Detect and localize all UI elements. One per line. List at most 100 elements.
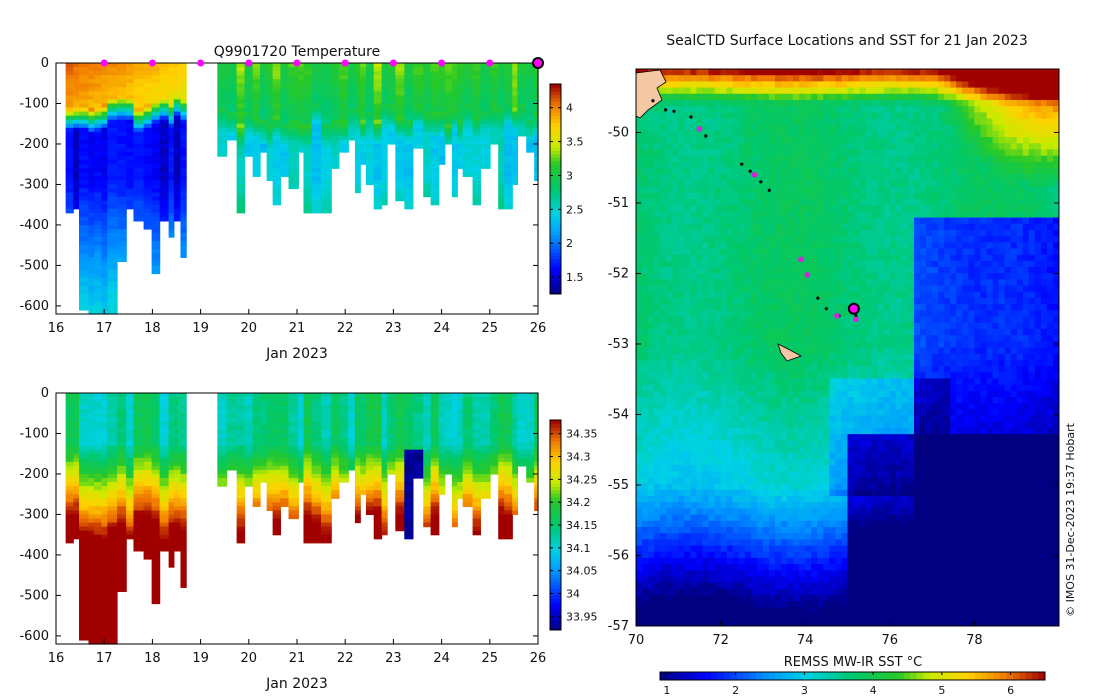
sst-cell [678, 236, 685, 243]
section-cell [260, 397, 268, 402]
sst-cell [654, 446, 661, 454]
section-cell [159, 212, 170, 218]
section-cell [168, 563, 175, 568]
section-cell [79, 277, 90, 283]
section-cell [94, 575, 103, 580]
section-cell [101, 441, 108, 447]
section-cell [504, 143, 513, 149]
section-cell [133, 204, 145, 210]
section-cell [412, 461, 424, 467]
section-cell [159, 216, 170, 222]
section-cell [381, 99, 388, 105]
section-cell [94, 550, 103, 556]
section-cell [280, 465, 290, 471]
section-cell [451, 87, 458, 92]
sst-cell [678, 557, 685, 565]
section-cell [143, 216, 153, 222]
sst-cell [666, 372, 673, 380]
colorbar-segment [550, 623, 561, 627]
section-cell [73, 518, 80, 524]
section-cell [451, 486, 458, 491]
sst-cell [678, 366, 685, 373]
sst-cell [636, 341, 643, 349]
section-cell [438, 417, 446, 422]
section-cell [504, 156, 513, 161]
section-cell [94, 587, 103, 592]
section-cell [387, 71, 396, 76]
section-cell [311, 176, 322, 181]
section-cell [381, 393, 388, 398]
section-cell [173, 91, 182, 96]
section-cell [73, 107, 80, 113]
section-cell [226, 115, 238, 121]
section-cell [65, 83, 74, 88]
section-cell [498, 453, 505, 459]
section-cell [387, 405, 396, 410]
section-cell [512, 87, 518, 92]
section-cell [360, 486, 367, 491]
section-cell [79, 421, 90, 426]
section-cell [423, 71, 432, 76]
sst-cell [654, 415, 661, 423]
section-cell [101, 301, 108, 307]
section-cell [107, 635, 118, 641]
sst-cell [678, 458, 685, 466]
y-tick-label: -500 [19, 588, 49, 603]
sst-cell [660, 390, 667, 398]
section-cell [430, 95, 440, 101]
section-cell [143, 103, 153, 109]
section-cell [272, 83, 281, 88]
section-cell [151, 143, 161, 149]
section-cell [226, 79, 238, 84]
section-cell [107, 143, 118, 149]
sst-cell [672, 533, 679, 540]
section-cell [226, 441, 238, 447]
section-cell [168, 188, 175, 194]
section-cell [288, 413, 299, 418]
section-cell [107, 526, 118, 532]
section-cell [101, 579, 108, 584]
section-cell [498, 530, 505, 536]
section-cell [534, 461, 539, 467]
section-cell [126, 200, 135, 206]
sst-cell [684, 471, 691, 479]
section-cell [381, 469, 388, 475]
section-cell [226, 131, 238, 137]
section-cell [534, 498, 539, 503]
section-cell [94, 518, 103, 524]
sst-cell [642, 390, 649, 398]
section-cell [311, 417, 322, 422]
section-cell [107, 534, 118, 540]
section-cell [79, 301, 90, 307]
section-cell [159, 91, 170, 96]
section-cell [321, 127, 332, 133]
section-cell [526, 119, 535, 125]
section-cell [490, 119, 499, 125]
surface-marker [100, 59, 108, 67]
sst-cell [678, 285, 685, 293]
section-cell [117, 204, 127, 210]
section-cell [159, 111, 170, 117]
section-cell [498, 409, 505, 414]
section-cell [512, 168, 518, 173]
section-cell [444, 131, 453, 137]
section-cell [143, 204, 153, 210]
sst-cell [678, 106, 685, 113]
sst-cell [684, 223, 691, 231]
section-cell [490, 135, 499, 141]
section-cell [480, 445, 491, 451]
sst-cell [642, 421, 649, 429]
section-cell [133, 131, 145, 137]
section-cell [159, 465, 170, 471]
section-cell [444, 95, 453, 101]
colorbar-segment [550, 189, 561, 193]
section-cell [159, 119, 170, 125]
section-cell [534, 473, 539, 479]
section-cell [331, 405, 340, 410]
section-cell [298, 123, 305, 129]
colorbar-segment [550, 115, 561, 120]
section-cell [133, 393, 145, 398]
section-cell [534, 437, 539, 443]
sst-cell [660, 440, 667, 448]
section-cell [180, 506, 187, 511]
